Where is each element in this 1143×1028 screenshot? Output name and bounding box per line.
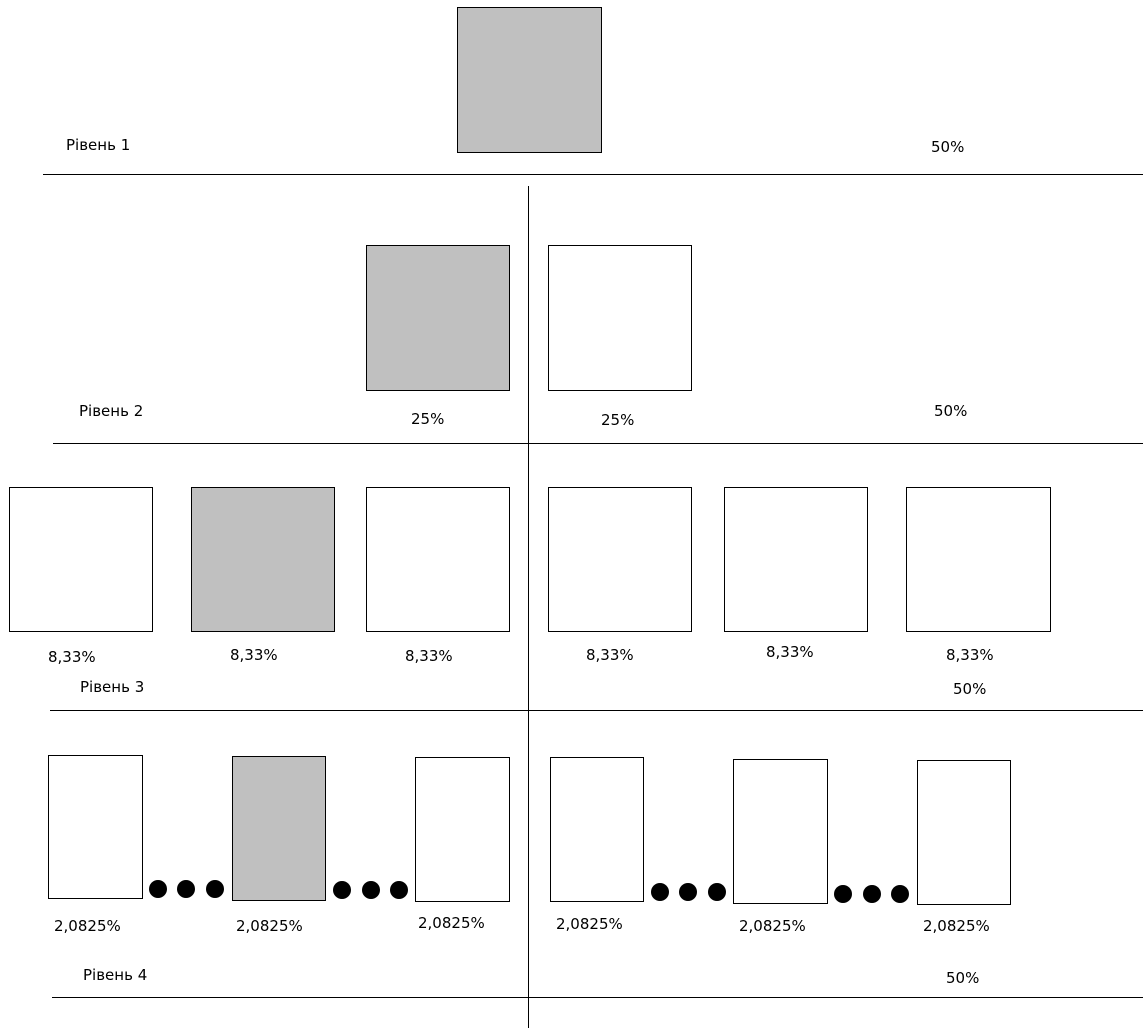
level4-box-pct: 2,0825% — [556, 915, 623, 933]
level3-box-pct: 8,33% — [766, 643, 814, 661]
level4-box — [550, 757, 644, 902]
level4-right-pct: 50% — [946, 969, 980, 987]
level3-box-pct: 8,33% — [230, 646, 278, 664]
level4-box-pct: 2,0825% — [236, 917, 303, 935]
level1-divider — [43, 174, 1143, 175]
level4-label: Рівень 4 — [83, 966, 148, 984]
level3-box — [724, 487, 868, 632]
level4-box — [415, 757, 510, 902]
level4-box — [917, 760, 1011, 905]
level2-box-highlighted — [366, 245, 510, 391]
level3-box-pct: 8,33% — [586, 646, 634, 664]
ellipsis-dot — [834, 885, 852, 903]
level4-box-pct: 2,0825% — [923, 917, 990, 935]
level3-box-pct: 8,33% — [405, 647, 453, 665]
level3-label: Рівень 3 — [80, 678, 145, 696]
level1-label: Рівень 1 — [66, 136, 131, 154]
center-divider — [528, 186, 529, 1028]
level3-box — [548, 487, 692, 632]
ellipsis-dot — [333, 881, 351, 899]
ellipsis-dot — [891, 885, 909, 903]
level4-box-pct: 2,0825% — [418, 914, 485, 932]
level3-box — [9, 487, 153, 632]
level2-box — [548, 245, 692, 391]
level1-right-pct: 50% — [931, 138, 965, 156]
level2-box-pct: 25% — [601, 411, 635, 429]
level2-divider — [53, 443, 1143, 444]
level2-label: Рівень 2 — [79, 402, 144, 420]
level2-right-pct: 50% — [934, 402, 968, 420]
level3-box-highlighted — [191, 487, 335, 632]
level4-box-pct: 2,0825% — [739, 917, 806, 935]
level3-box — [366, 487, 510, 632]
level4-box — [733, 759, 828, 904]
level4-box — [48, 755, 143, 899]
ellipsis-dot — [362, 881, 380, 899]
ellipsis-dot — [177, 880, 195, 898]
ellipsis-dot — [149, 880, 167, 898]
level4-box-pct: 2,0825% — [54, 917, 121, 935]
level4-divider — [52, 997, 1143, 998]
level3-right-pct: 50% — [953, 680, 987, 698]
level3-divider — [50, 710, 1143, 711]
ellipsis-dot — [651, 883, 669, 901]
ellipsis-dot — [679, 883, 697, 901]
ellipsis-dot — [863, 885, 881, 903]
level4-box-highlighted — [232, 756, 326, 901]
ellipsis-dot — [708, 883, 726, 901]
level2-box-pct: 25% — [411, 410, 445, 428]
level1-box-highlighted — [457, 7, 602, 153]
level3-box — [906, 487, 1051, 632]
ellipsis-dot — [390, 881, 408, 899]
level3-box-pct: 8,33% — [48, 648, 96, 666]
ellipsis-dot — [206, 880, 224, 898]
level3-box-pct: 8,33% — [946, 646, 994, 664]
